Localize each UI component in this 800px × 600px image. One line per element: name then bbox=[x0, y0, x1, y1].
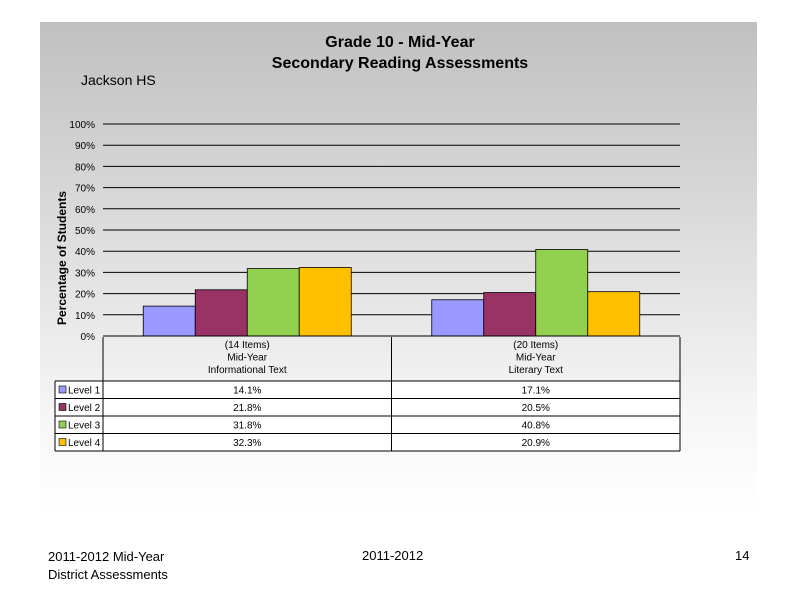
data-value-label: 31.8% bbox=[233, 421, 261, 432]
legend-label: Level 3 bbox=[68, 421, 101, 432]
legend-label: Level 2 bbox=[68, 403, 101, 414]
y-tick-label: 90% bbox=[75, 141, 95, 152]
y-tick-label: 0% bbox=[81, 332, 96, 343]
y-tick-label: 70% bbox=[75, 184, 95, 195]
x-category-label: (14 Items) bbox=[225, 340, 270, 351]
legend-label: Level 4 bbox=[68, 438, 101, 449]
y-tick-label: 100% bbox=[69, 120, 95, 131]
legend-label: Level 1 bbox=[68, 386, 101, 397]
x-category-label: Mid-Year bbox=[227, 353, 267, 364]
data-value-label: 32.3% bbox=[233, 438, 261, 449]
footer-left-line2: District Assessments bbox=[48, 567, 168, 582]
data-value-label: 14.1% bbox=[233, 386, 261, 397]
legend-swatch-level-4 bbox=[58, 438, 67, 446]
y-tick-label: 50% bbox=[75, 226, 95, 237]
y-tick-label: 10% bbox=[75, 311, 95, 322]
y-tick-label: 40% bbox=[75, 247, 95, 258]
bar-level-3 bbox=[535, 249, 589, 337]
legend-swatch-level-2 bbox=[58, 403, 67, 411]
x-category-label: Mid-Year bbox=[516, 353, 556, 364]
data-value-label: 21.8% bbox=[233, 403, 261, 414]
x-category-label: Literary Text bbox=[509, 365, 564, 376]
y-tick-label: 60% bbox=[75, 205, 95, 216]
bar-level-1 bbox=[431, 299, 485, 337]
y-tick-label: 80% bbox=[75, 162, 95, 173]
x-category-label: Informational Text bbox=[208, 365, 287, 376]
y-tick-label: 20% bbox=[75, 290, 95, 301]
footer-left-line1: 2011-2012 Mid-Year bbox=[48, 549, 165, 564]
chart-title: Grade 10 - Mid-Year bbox=[325, 34, 475, 51]
bar-level-4 bbox=[587, 291, 641, 337]
y-tick-label: 30% bbox=[75, 268, 95, 279]
bar-level-2 bbox=[194, 289, 248, 337]
bar-level-1 bbox=[142, 305, 196, 337]
x-category-label: (20 Items) bbox=[513, 340, 558, 351]
bar-level-3 bbox=[246, 268, 300, 337]
legend-swatch-level-1 bbox=[58, 385, 67, 394]
footer-center: 2011-2012 bbox=[362, 548, 424, 563]
bar-level-2 bbox=[483, 292, 537, 337]
data-value-label: 17.1% bbox=[522, 386, 550, 397]
school-name: Jackson HS bbox=[81, 72, 156, 88]
data-value-label: 20.9% bbox=[522, 438, 550, 449]
chart-subtitle: Secondary Reading Assessments bbox=[271, 55, 529, 72]
page-number: 14 bbox=[735, 548, 750, 563]
data-value-label: 40.8% bbox=[522, 421, 550, 432]
footer-left: 2011-2012 Mid-Year District Assessments bbox=[48, 548, 168, 584]
data-value-label: 20.5% bbox=[522, 403, 550, 414]
bar-level-4 bbox=[298, 267, 352, 337]
legend-swatch-level-3 bbox=[58, 420, 67, 429]
